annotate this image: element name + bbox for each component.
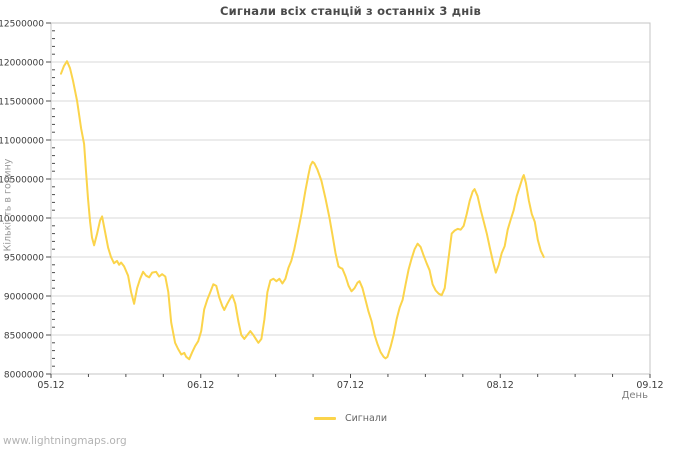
y-tick-label: 11000000	[0, 137, 44, 147]
series-signals-line	[60, 60, 545, 361]
y-tick-label: 10000000	[0, 215, 44, 225]
y-tick-label: 12000000	[0, 59, 44, 69]
x-tick-label: 06.12	[187, 380, 214, 391]
chart-legend: Сигнали	[51, 413, 650, 424]
x-tick-label: 07.12	[337, 380, 364, 391]
y-tick-label: 10500000	[0, 176, 44, 186]
x-tick-label: 08.12	[487, 380, 514, 391]
y-tick-label: 9500000	[4, 254, 44, 264]
y-tick-label: 8000000	[4, 371, 44, 381]
y-axis-label: Кількість в годину	[2, 158, 14, 252]
x-axis-label: День	[621, 390, 648, 401]
chart-title: Сигнали всіх станцій з останніх 3 днів	[219, 4, 481, 18]
plot-border	[50, 22, 651, 375]
x-tick-label: 09.12	[636, 380, 663, 391]
y-tick-label: 8500000	[4, 332, 44, 342]
legend-label: Сигнали	[344, 413, 388, 424]
y-tick-label: 9000000	[4, 293, 44, 303]
watermark-lightningmaps: www.lightningmaps.org	[3, 435, 127, 447]
y-tick-label: 12500000	[0, 20, 44, 30]
y-tick-label: 11500000	[0, 98, 44, 108]
x-tick-label: 05.12	[37, 380, 64, 391]
legend-line-swatch	[313, 417, 336, 420]
